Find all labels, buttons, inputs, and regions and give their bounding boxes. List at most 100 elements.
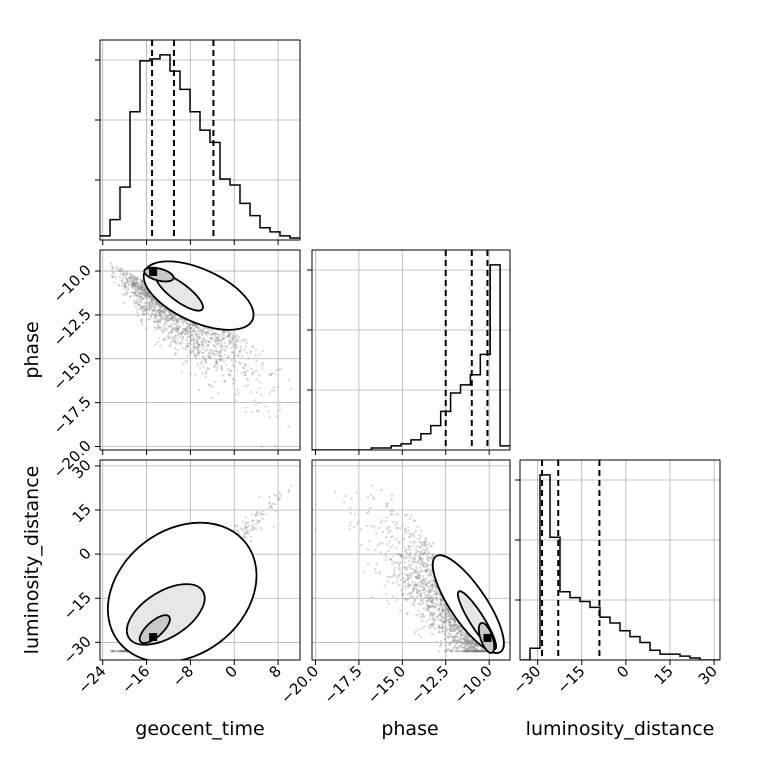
scatter-point bbox=[466, 644, 470, 647]
scatter-point bbox=[196, 326, 199, 330]
scatter-point bbox=[247, 384, 250, 387]
scatter-point bbox=[415, 568, 418, 571]
scatter-point bbox=[390, 498, 393, 501]
scatter-point bbox=[420, 600, 423, 603]
scatter-point bbox=[429, 605, 433, 609]
scatter-point bbox=[269, 373, 273, 377]
scatter-point bbox=[270, 389, 274, 393]
scatter-point bbox=[472, 649, 476, 653]
scatter-point bbox=[440, 623, 444, 626]
scatter-point bbox=[139, 294, 142, 298]
scatter-point bbox=[441, 610, 444, 614]
scatter-point bbox=[421, 580, 424, 583]
scatter-point bbox=[185, 344, 188, 348]
scatter-point bbox=[443, 649, 446, 653]
scatter-point bbox=[153, 325, 156, 329]
scatter-point bbox=[399, 553, 403, 557]
scatter-point bbox=[211, 352, 215, 356]
scatter-point bbox=[448, 611, 451, 614]
scatter-point bbox=[192, 323, 196, 326]
scatter-point bbox=[185, 325, 188, 329]
scatter-point bbox=[422, 552, 425, 556]
scatter-point bbox=[371, 496, 375, 499]
scatter-point bbox=[404, 568, 407, 571]
scatter-point bbox=[440, 612, 443, 615]
scatter-point bbox=[159, 308, 162, 312]
scatter-point bbox=[188, 323, 191, 326]
scatter-point bbox=[154, 328, 158, 331]
scatter-point bbox=[148, 295, 151, 299]
scatter-point bbox=[374, 548, 377, 552]
scatter-point bbox=[380, 488, 383, 492]
scatter-point bbox=[449, 629, 452, 632]
scatter-point bbox=[126, 279, 130, 283]
scatter-point bbox=[196, 348, 200, 351]
scatter-point bbox=[436, 618, 440, 621]
scatter-point bbox=[418, 533, 421, 537]
scatter-point bbox=[208, 384, 211, 387]
scatter-point bbox=[446, 613, 449, 616]
scatter-point bbox=[223, 341, 226, 345]
scatter-point bbox=[257, 519, 261, 523]
scatter-point bbox=[418, 557, 421, 561]
scatter-point bbox=[230, 340, 233, 343]
scatter-point bbox=[396, 513, 400, 516]
scatter-point bbox=[474, 649, 477, 652]
scatter-point bbox=[428, 627, 431, 630]
scatter-point bbox=[421, 613, 425, 616]
scatter-point bbox=[471, 639, 474, 642]
scatter-point bbox=[429, 557, 433, 560]
scatter-point bbox=[427, 586, 431, 589]
scatter-point bbox=[261, 363, 264, 367]
scatter-point bbox=[210, 349, 213, 352]
scatter-point bbox=[140, 281, 143, 285]
scatter-point bbox=[475, 643, 478, 647]
scatter-point bbox=[425, 569, 429, 573]
scatter-point bbox=[179, 342, 182, 345]
tick-label-x: −17.5 bbox=[320, 662, 365, 707]
scatter-point bbox=[424, 583, 427, 586]
scatter-point bbox=[471, 649, 475, 653]
scatter-point bbox=[159, 309, 162, 313]
scatter-point bbox=[168, 313, 172, 316]
scatter-point bbox=[468, 646, 471, 649]
scatter-point bbox=[257, 374, 261, 377]
scatter-point bbox=[446, 607, 450, 611]
scatter-point bbox=[191, 334, 195, 337]
scatter-point bbox=[431, 605, 434, 608]
scatter-point bbox=[421, 585, 424, 588]
scatter-point bbox=[460, 633, 464, 636]
scatter-point bbox=[166, 315, 169, 319]
scatter-point bbox=[244, 531, 248, 535]
scatter-point bbox=[452, 638, 455, 641]
scatter-point bbox=[227, 334, 231, 338]
scatter-point bbox=[131, 281, 135, 284]
scatter-point bbox=[446, 607, 449, 610]
scatter-point bbox=[457, 630, 461, 633]
scatter-point bbox=[124, 284, 127, 287]
scatter-point bbox=[269, 504, 273, 507]
scatter-point bbox=[472, 646, 475, 650]
scatter-point bbox=[140, 279, 144, 283]
scatter-point bbox=[456, 639, 459, 642]
scatter-point bbox=[439, 639, 443, 643]
scatter-point bbox=[218, 350, 222, 354]
scatter-point bbox=[130, 291, 133, 294]
scatter-point bbox=[173, 328, 177, 331]
scatter-point bbox=[157, 308, 160, 312]
scatter-point bbox=[219, 358, 223, 362]
scatter-point bbox=[442, 620, 446, 623]
scatter-point bbox=[471, 645, 475, 648]
scatter-point bbox=[141, 310, 144, 313]
scatter-point bbox=[440, 598, 443, 602]
scatter-point bbox=[403, 580, 407, 583]
scatter-point bbox=[428, 570, 432, 573]
scatter-point bbox=[452, 628, 455, 631]
scatter-point bbox=[144, 301, 147, 304]
scatter-point bbox=[463, 646, 466, 650]
panel-frame bbox=[311, 459, 511, 661]
scatter-point bbox=[450, 641, 453, 644]
scatter-point bbox=[387, 531, 390, 535]
scatter-point bbox=[112, 649, 115, 653]
scatter-point bbox=[431, 542, 435, 545]
